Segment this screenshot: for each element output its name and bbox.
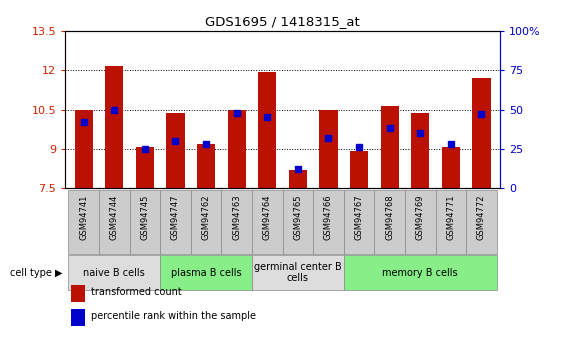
Text: GSM94763: GSM94763 — [232, 194, 241, 240]
Text: GSM94769: GSM94769 — [416, 194, 425, 240]
Bar — [289, 170, 307, 188]
Bar — [130, 190, 160, 254]
Text: cell type ▶: cell type ▶ — [10, 268, 62, 277]
Text: GSM94771: GSM94771 — [446, 194, 456, 240]
Bar — [258, 72, 277, 188]
Bar — [466, 190, 497, 254]
Text: naive B cells: naive B cells — [83, 268, 145, 277]
Text: GSM94741: GSM94741 — [79, 194, 88, 239]
Text: GSM94767: GSM94767 — [354, 194, 364, 240]
Bar — [136, 147, 154, 188]
Bar — [283, 190, 313, 254]
Text: GSM94768: GSM94768 — [385, 194, 394, 240]
Text: GSM94772: GSM94772 — [477, 194, 486, 240]
Bar — [473, 78, 491, 188]
Bar — [252, 255, 344, 290]
Text: plasma B cells: plasma B cells — [171, 268, 241, 277]
Bar — [436, 190, 466, 254]
Bar — [228, 110, 246, 188]
Text: GSM94744: GSM94744 — [110, 194, 119, 239]
Text: GSM94745: GSM94745 — [140, 194, 149, 239]
Bar — [160, 190, 191, 254]
Bar — [222, 190, 252, 254]
Bar — [191, 190, 222, 254]
Text: GSM94766: GSM94766 — [324, 194, 333, 240]
Text: memory B cells: memory B cells — [382, 268, 458, 277]
Bar — [160, 255, 252, 290]
Text: transformed count: transformed count — [91, 287, 182, 296]
Bar — [344, 255, 497, 290]
Text: GSM94764: GSM94764 — [263, 194, 272, 240]
Bar — [442, 147, 460, 188]
Bar — [99, 190, 130, 254]
Bar — [381, 106, 399, 188]
Bar — [68, 255, 160, 290]
Bar — [252, 190, 283, 254]
Title: GDS1695 / 1418315_at: GDS1695 / 1418315_at — [205, 16, 360, 29]
Bar — [344, 190, 374, 254]
Bar — [319, 110, 337, 188]
Text: percentile rank within the sample: percentile rank within the sample — [91, 311, 256, 321]
Bar — [411, 113, 429, 188]
Bar — [405, 190, 436, 254]
Bar — [68, 190, 99, 254]
Text: GSM94762: GSM94762 — [202, 194, 211, 240]
Bar — [166, 113, 185, 188]
Text: GSM94765: GSM94765 — [294, 194, 302, 240]
Text: GSM94747: GSM94747 — [171, 194, 180, 240]
Bar — [74, 110, 93, 188]
Bar — [197, 144, 215, 188]
Bar — [374, 190, 405, 254]
Bar — [350, 151, 368, 188]
Bar — [313, 190, 344, 254]
Text: germinal center B
cells: germinal center B cells — [254, 262, 342, 283]
Bar — [105, 66, 123, 188]
